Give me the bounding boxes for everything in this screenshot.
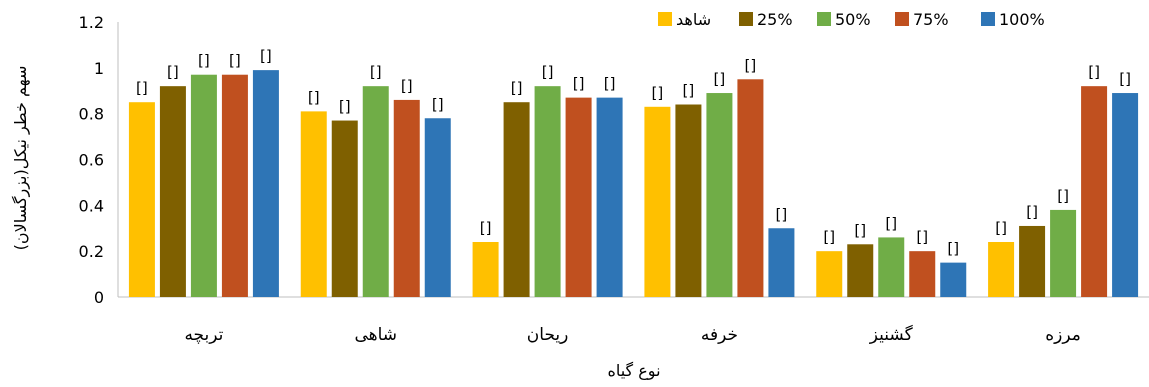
bar: [988, 242, 1015, 297]
data-label: []: [1088, 63, 1100, 81]
bar: [300, 111, 327, 297]
bar: [1112, 93, 1139, 298]
bar: [596, 97, 623, 297]
legend-label: 100%: [999, 10, 1045, 29]
bar: [331, 120, 358, 298]
data-label: []: [995, 219, 1007, 237]
bar: [221, 74, 248, 297]
category-label: ریحان: [527, 325, 569, 345]
data-label: []: [339, 98, 351, 116]
plot-area: 0 0.2 0.4 0.6 0.8 1 1.2 [] [] [] [] [] تربچه [] [] [] []…: [79, 13, 1149, 345]
data-label: []: [652, 84, 664, 102]
bar: [159, 86, 186, 298]
y-tick-label: 1: [94, 59, 104, 78]
data-label: []: [370, 63, 382, 81]
y-tick-label: 0.6: [79, 151, 104, 170]
data-label: []: [604, 75, 616, 93]
data-label: []: [1057, 187, 1069, 205]
bar: [706, 93, 733, 298]
y-tick-label: 0.4: [79, 196, 104, 215]
y-tick-label: 1.2: [79, 13, 104, 32]
bar: [940, 262, 967, 297]
category-label: مرزه: [1045, 325, 1081, 345]
bar: [128, 102, 155, 297]
data-label: []: [1119, 70, 1131, 88]
bar: [1050, 209, 1077, 297]
data-label: []: [776, 205, 788, 223]
data-label: []: [229, 52, 241, 70]
bar: [362, 86, 389, 298]
data-label: []: [947, 240, 959, 258]
bar: [737, 79, 764, 298]
legend-label: 50%: [835, 10, 871, 29]
data-label: []: [1026, 203, 1038, 221]
legend-label: شاهد: [676, 10, 711, 29]
bar: [565, 97, 592, 297]
y-axis-title: سهم خطر نیکل(بزرگسالان): [11, 66, 31, 251]
bar: [1019, 225, 1046, 297]
legend-swatch: [981, 12, 995, 26]
bar: [878, 237, 905, 297]
data-label: []: [714, 70, 726, 88]
y-tick-label: 0.8: [79, 105, 104, 124]
data-label: []: [745, 56, 757, 74]
bar: [503, 102, 530, 297]
category-label: خرفه: [701, 325, 738, 345]
legend: شاهد 25% 50% 75% 100%: [658, 10, 1045, 29]
data-label: []: [167, 63, 179, 81]
bar: [768, 228, 795, 297]
data-label: []: [823, 228, 835, 246]
category-label: گشنیز: [869, 324, 914, 345]
data-label: []: [573, 75, 585, 93]
bar: [847, 244, 874, 297]
data-label: []: [916, 228, 928, 246]
bar: [675, 104, 702, 297]
x-axis-title: نوع گیاه: [607, 361, 660, 381]
legend-label: 25%: [757, 10, 793, 29]
legend-swatch: [658, 12, 672, 26]
data-label: []: [198, 52, 210, 70]
legend-swatch: [817, 12, 831, 26]
category-label: شاهی: [354, 325, 397, 345]
legend-swatch: [739, 12, 753, 26]
data-label: []: [542, 63, 554, 81]
y-tick-label: 0: [94, 288, 104, 307]
data-label: []: [136, 79, 148, 97]
bar: [190, 74, 217, 297]
data-label: []: [480, 219, 492, 237]
category-label: تربچه: [184, 325, 223, 345]
legend-label: 75%: [913, 10, 949, 29]
bar: [252, 70, 279, 297]
bar: [472, 242, 499, 297]
bar: [534, 86, 561, 298]
bar: [1081, 86, 1108, 298]
bar: [816, 251, 843, 297]
legend-swatch: [895, 12, 909, 26]
data-label: []: [260, 47, 272, 65]
data-label: []: [308, 88, 320, 106]
y-tick-label: 0.2: [79, 242, 104, 261]
bar: [393, 99, 420, 298]
bar: [909, 251, 936, 297]
data-label: []: [401, 77, 413, 95]
y-axis-title-group: سهم خطر نیکل(بزرگسالان): [11, 66, 31, 251]
data-label: []: [885, 214, 897, 232]
bar: [424, 118, 451, 297]
data-label: []: [683, 82, 695, 100]
data-label: []: [511, 79, 523, 97]
data-label: []: [854, 221, 866, 239]
bar: [644, 106, 671, 298]
data-label: []: [432, 95, 444, 113]
